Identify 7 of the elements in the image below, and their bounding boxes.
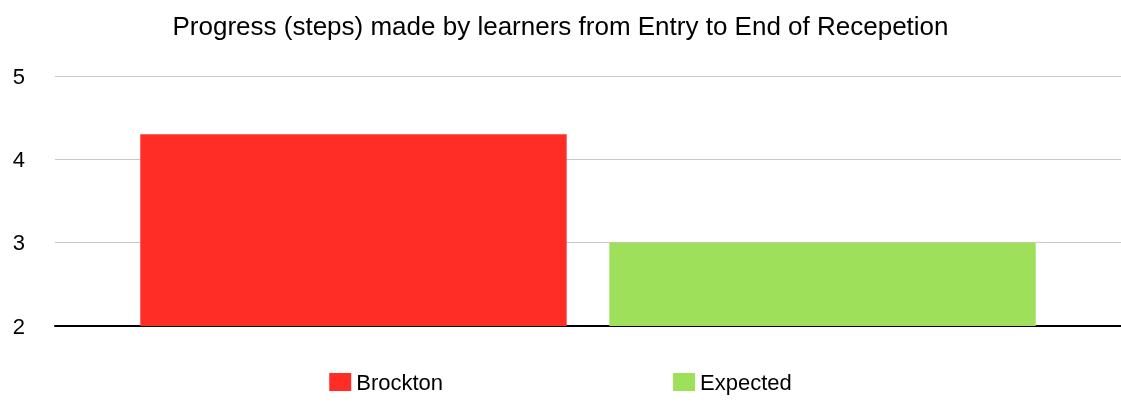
y-tick-label: 3 — [12, 230, 25, 256]
legend-label: Expected — [700, 369, 792, 395]
y-tick-label: 2 — [12, 313, 25, 339]
y-tick-label: 4 — [12, 146, 25, 172]
chart-title: Progress (steps) made by learners from Entry to End of Recepetion — [172, 11, 949, 41]
legend-label: Brockton — [356, 369, 444, 395]
y-tick-label: 5 — [12, 63, 25, 89]
